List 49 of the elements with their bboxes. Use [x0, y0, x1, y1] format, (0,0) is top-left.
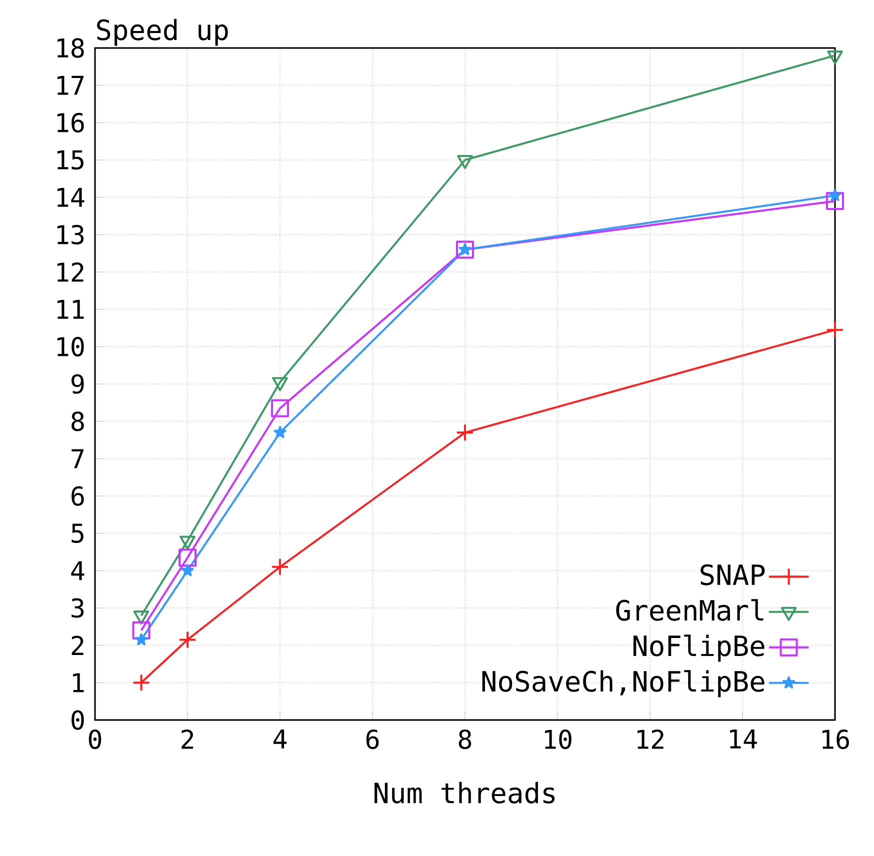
- x-tick-label: 4: [274, 729, 287, 748]
- x-tick-label: 0: [88, 729, 102, 750]
- y-tick-label: 7: [72, 449, 84, 468]
- y-tick-label: 9: [72, 374, 84, 394]
- x-tick-label: 12: [638, 729, 664, 749]
- y-tick-label: 17: [57, 76, 84, 95]
- point: [132, 621, 150, 640]
- point: [456, 240, 474, 259]
- legend-label: GreenMarl: [616, 599, 764, 621]
- point: [178, 630, 197, 649]
- x-tick-label: 16: [822, 729, 849, 750]
- point: [134, 633, 148, 646]
- y-tick-label: 11: [57, 300, 84, 319]
- point: [271, 399, 290, 418]
- y-tick-label: 12: [57, 262, 84, 282]
- x-tick-label: 2: [182, 729, 194, 749]
- x-tick-label: 10: [545, 729, 572, 750]
- y-tick-label: 14: [57, 188, 84, 207]
- point: [178, 548, 197, 567]
- point: [828, 188, 842, 201]
- y-tick-label: 18: [57, 38, 84, 58]
- x-axis-title: Num threads: [374, 782, 555, 804]
- x-tick-label: 8: [458, 729, 472, 750]
- point: [271, 558, 290, 576]
- point: [826, 192, 844, 210]
- y-tick-label: 8: [72, 412, 84, 432]
- legend-label: NoSaveCh,NoFlipBe: [482, 670, 764, 698]
- legend-label: SNAP: [700, 564, 765, 586]
- y-tick-label: 10: [57, 336, 84, 356]
- point: [132, 674, 150, 692]
- x-tick-label: 14: [730, 729, 757, 748]
- y-tick-label: 0: [72, 710, 84, 730]
- y-tick-label: 15: [57, 150, 84, 170]
- y-tick-label: 3: [72, 598, 84, 618]
- y-tick-label: 6: [72, 486, 84, 506]
- y-tick-label: 1: [73, 673, 84, 692]
- point: [456, 424, 474, 442]
- point: [826, 320, 844, 339]
- point: [181, 564, 194, 576]
- y-tick-label: 4: [71, 561, 84, 580]
- x-tick-label: 6: [366, 729, 379, 750]
- y-tick-label: 5: [72, 524, 84, 543]
- point: [458, 242, 472, 256]
- y-tick-label: 13: [57, 224, 84, 244]
- point: [274, 426, 286, 438]
- legend-label: NoFlipBe: [633, 634, 764, 662]
- y-tick-label: 2: [72, 636, 84, 655]
- y-tick-label: 16: [57, 112, 84, 132]
- chart-title: Speed up: [97, 18, 228, 46]
